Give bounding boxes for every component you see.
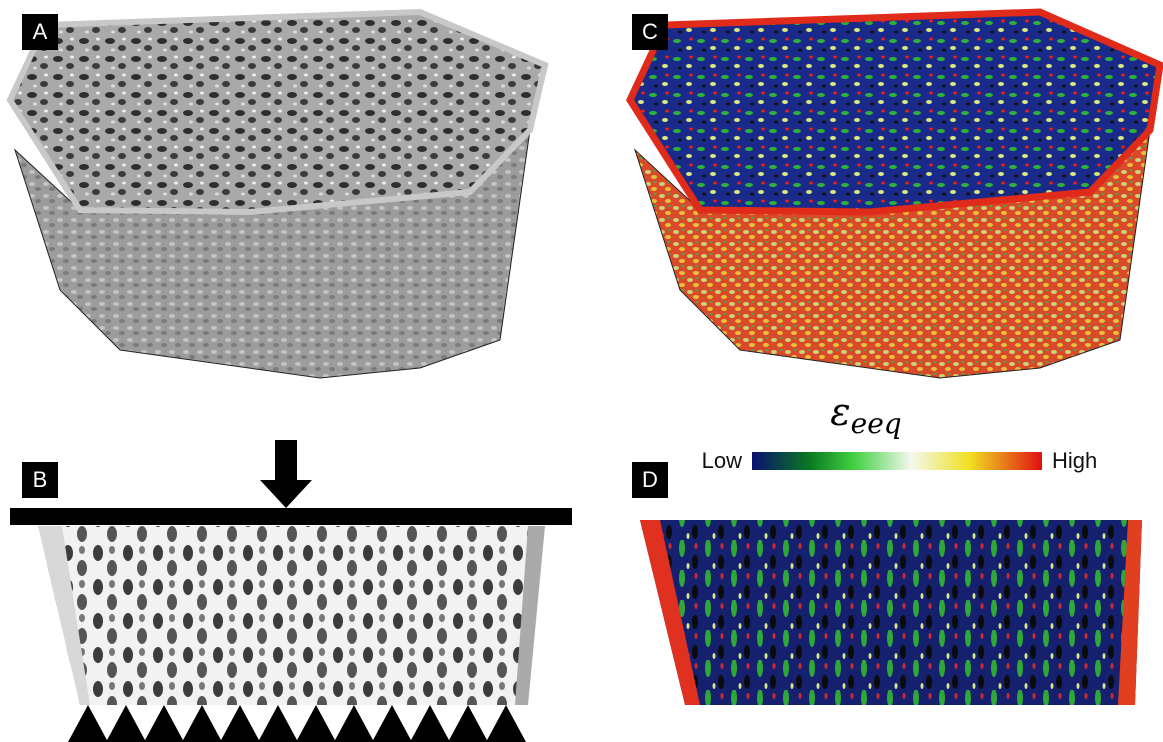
supports	[68, 705, 526, 742]
figure: A B C εeeq Low High D	[0, 0, 1163, 742]
colorbar: εeeq Low High	[702, 390, 1098, 473]
panel-d: D	[632, 462, 1142, 705]
colorbar-gradient	[752, 452, 1042, 470]
bone-section	[640, 520, 1142, 705]
subscript: eeq	[851, 407, 902, 440]
load-arrow	[275, 440, 297, 482]
panel-c: C	[630, 12, 1160, 378]
symbol: ε	[830, 390, 850, 434]
bone-top	[10, 12, 545, 212]
panel-a: A	[10, 12, 545, 378]
colorbar-high: High	[1052, 448, 1097, 473]
bone-top	[630, 12, 1160, 212]
panel-label: D	[642, 467, 658, 492]
load-arrow	[260, 480, 312, 508]
panel-b: B	[10, 440, 572, 742]
bone-section	[38, 526, 540, 705]
load-plate	[10, 508, 572, 525]
colorbar-title: εeeq	[830, 390, 901, 440]
colorbar-low: Low	[702, 448, 742, 473]
panel-label: B	[33, 467, 48, 492]
panel-label: C	[642, 19, 658, 44]
panel-label: A	[33, 19, 48, 44]
